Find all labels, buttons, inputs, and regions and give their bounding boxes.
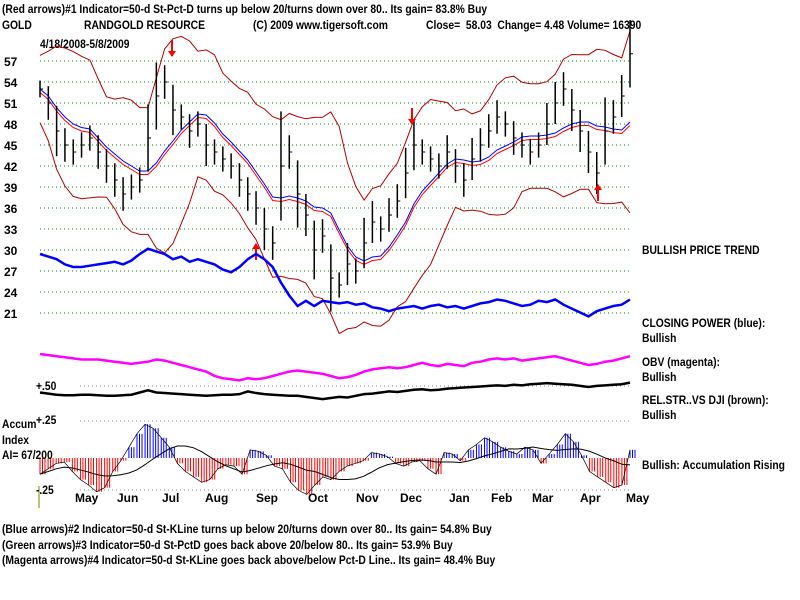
closing-power-state: Bullish <box>642 331 677 345</box>
indicator-4-text: (Magenta arrows)#4 Indicator=50-d St-KLi… <box>2 553 496 567</box>
month-label: Sep <box>256 491 278 505</box>
price-tick-label: 21 <box>4 307 18 321</box>
month-label: Mar <box>532 491 554 505</box>
signal-arrowhead <box>252 243 260 249</box>
company-name: RANDGOLD RESOURCE <box>84 18 205 32</box>
short-average <box>39 92 631 266</box>
moving-average <box>39 88 631 262</box>
price-tick-label: 24 <box>4 286 18 300</box>
obv-line <box>39 352 631 382</box>
indicator-3-text: (Green arrows)#3 Indicator=50-d St-PctD … <box>2 538 453 552</box>
signal-arrowhead <box>168 51 176 57</box>
signal-arrowhead <box>594 184 602 190</box>
accum-state: Bullish: Accumulation Rising <box>642 458 785 472</box>
accum-line <box>39 423 631 495</box>
price-tick-label: 36 <box>4 202 18 216</box>
month-label: Apr <box>580 491 601 505</box>
price-tick-label: 48 <box>4 118 18 132</box>
price-tick-label: 33 <box>4 223 18 237</box>
price-tick-label: 57 <box>4 55 18 69</box>
month-label: Feb <box>491 491 512 505</box>
upper-band <box>39 30 631 202</box>
obv-state: Bullish <box>642 370 677 384</box>
indicator-1-text: (Red arrows)#1 Indicator=50-d St-Pct-D t… <box>2 2 488 16</box>
ticker: GOLD <box>2 18 32 32</box>
month-label: Jul <box>162 491 179 505</box>
accum-title-2: Index <box>2 433 29 447</box>
relstr-label: REL.STR..VS DJI (brown): <box>642 393 769 407</box>
accum-title-1: Accum <box>2 417 37 431</box>
month-label: Dec <box>400 491 422 505</box>
price-tick-label: 54 <box>4 76 18 90</box>
indicator-2-text: (Blue arrows)#2 Indicator=50-d St-KLine … <box>2 522 492 536</box>
relstr-state: Bullish <box>642 408 677 422</box>
price-tick-label: 42 <box>4 160 18 174</box>
month-label: Jan <box>449 491 470 505</box>
copyright: (C) 2009 www.tigersoft.com <box>253 18 388 32</box>
price-tick-label: 45 <box>4 139 18 153</box>
price-trend-label: BULLISH PRICE TREND <box>642 243 760 257</box>
price-stats: Close= 58.03 Change= 4.48 Volume= 16390 <box>426 18 642 32</box>
month-label: Nov <box>356 491 379 505</box>
month-label: Oct <box>308 491 328 505</box>
obv-label: OBV (magenta): <box>642 355 720 369</box>
month-label: May <box>626 491 650 505</box>
lower-band <box>39 122 631 335</box>
price-tick-label: 27 <box>4 265 18 279</box>
relstr-line <box>39 381 631 401</box>
price-tick-label: 39 <box>4 181 18 195</box>
accum-average <box>39 445 631 480</box>
closing-power-line <box>39 247 631 318</box>
accum-top-level: +.25 <box>36 413 57 427</box>
month-label: Jun <box>117 491 138 505</box>
accum-ai: AI= 67/200 <box>2 448 53 462</box>
relstr-level: +.50 <box>36 379 57 393</box>
price-tick-label: 30 <box>4 244 18 258</box>
accum-bottom-level: -.25 <box>36 483 54 497</box>
month-label: May <box>75 491 99 505</box>
signal-arrowhead <box>408 119 416 125</box>
closing-power-label: CLOSING POWER (blue): <box>642 316 766 330</box>
price-tick-label: 51 <box>4 97 18 111</box>
month-label: Aug <box>205 491 228 505</box>
